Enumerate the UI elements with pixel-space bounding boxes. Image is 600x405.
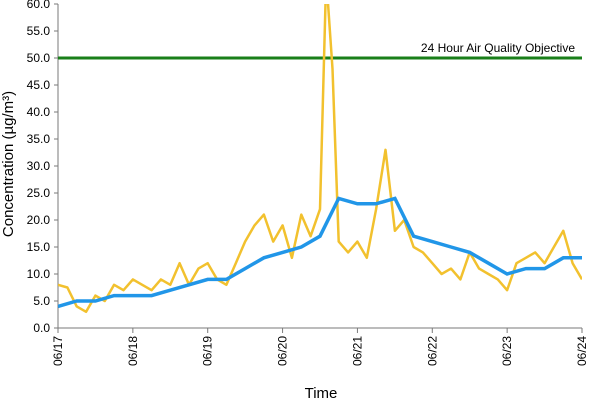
series-group	[58, 4, 582, 314]
x-tick-label: 06/19	[201, 336, 215, 366]
y-tick-label: 15.0	[27, 240, 51, 254]
y-tick-label: 50.0	[27, 51, 51, 65]
y-tick-label: 25.0	[27, 186, 51, 200]
y-tick-label: 30.0	[27, 159, 51, 173]
y-axis-title: Concentration (µg/m³)	[0, 91, 17, 237]
y-tick-label: 5.0	[33, 294, 50, 308]
y-tick-label: 35.0	[27, 132, 51, 146]
x-axis-title: Time	[305, 385, 338, 400]
x-tick-label: 06/18	[126, 336, 140, 366]
x-tick-label: 06/22	[425, 336, 439, 366]
x-tick-label: 06/17	[51, 336, 65, 366]
y-tick-label: 55.0	[27, 24, 51, 38]
x-tick-label: 06/20	[276, 336, 290, 366]
y-tick-label: 20.0	[27, 213, 51, 227]
x-tick-label: 06/23	[500, 336, 514, 366]
series-2-line	[58, 196, 582, 309]
x-tick-label: 06/21	[350, 336, 364, 366]
y-tick-label: 10.0	[27, 267, 51, 281]
y-tick-label: 45.0	[27, 78, 51, 92]
x-tick-label: 06/24	[575, 336, 589, 366]
y-tick-label: 0.0	[33, 321, 50, 335]
ticks: 0.0 5.0 10.0 15.0 20.0 25.0 30.0 35.0 40.0 45.0 50…	[27, 0, 589, 366]
y-tick-label: 40.0	[27, 105, 51, 119]
y-tick-label: 60.0	[27, 0, 51, 11]
reference-line-label: 24 Hour Air Quality Objective	[421, 41, 575, 55]
series-1-line	[58, 4, 582, 314]
